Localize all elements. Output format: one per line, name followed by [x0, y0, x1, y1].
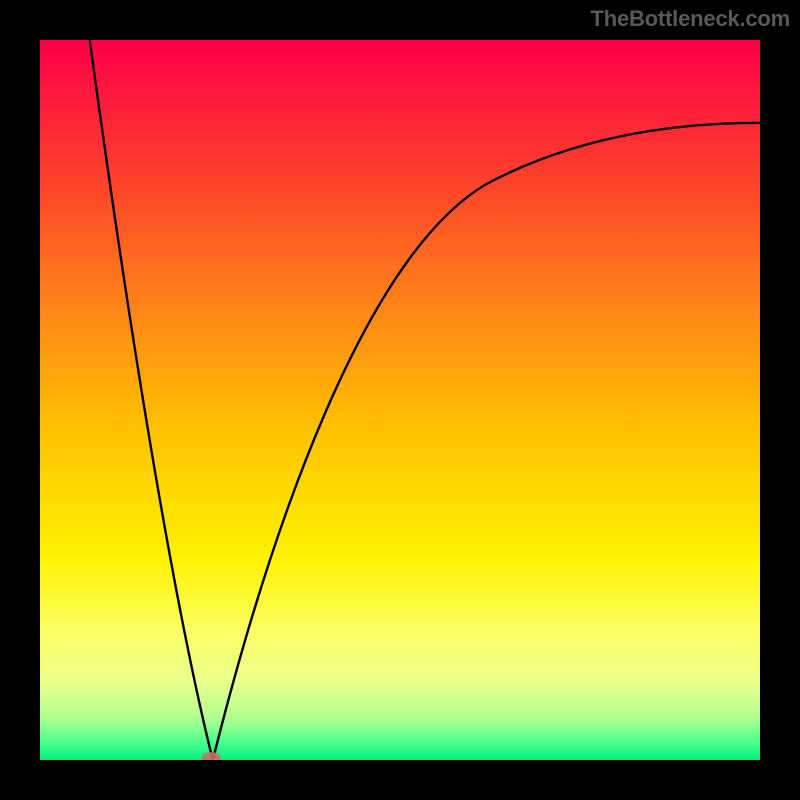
chart-svg	[0, 0, 800, 800]
chart-container: TheBottleneck.com	[0, 0, 800, 800]
plot-background	[40, 40, 760, 760]
watermark-text: TheBottleneck.com	[590, 6, 790, 32]
